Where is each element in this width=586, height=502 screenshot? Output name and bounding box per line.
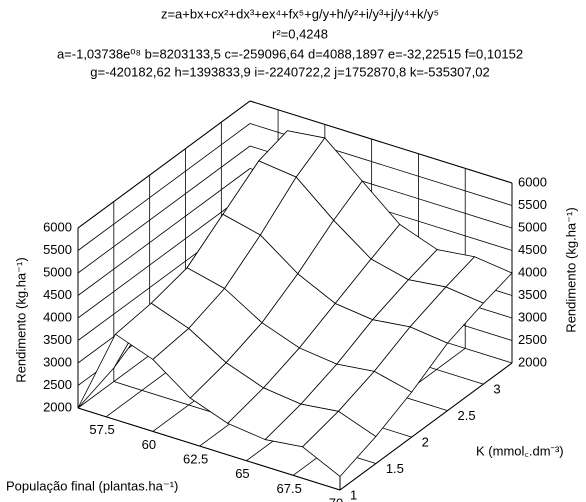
z-tick-label: 4500 <box>43 287 72 302</box>
z-tick-label: 2500 <box>518 332 547 347</box>
z-tick-label: 5000 <box>518 219 547 234</box>
y-tick-label: 3 <box>493 382 500 397</box>
x-tick-label: 65 <box>235 466 249 481</box>
z-tick-label: 3000 <box>518 309 547 324</box>
z-tick-label: 3500 <box>43 332 72 347</box>
z-tick-label: 6000 <box>518 174 547 189</box>
z-axis-label: Rendimento (kg.ha⁻¹) <box>13 257 28 382</box>
axis-line <box>77 407 341 491</box>
axis-line <box>249 100 513 184</box>
annotation: g=-420182,62 h=1393833,9 i=-2240722,2 j=… <box>90 64 489 79</box>
y-tick-label: 1 <box>350 487 357 502</box>
z-axis-label-right: Rendimento (kg.ha⁻¹) <box>563 207 578 332</box>
axis-line <box>77 100 251 229</box>
z-tick-label: 2500 <box>43 377 72 392</box>
z-tick-label: 4000 <box>43 309 72 324</box>
z-tick-label: 5500 <box>518 197 547 212</box>
y-tick-label: 2.5 <box>458 408 476 423</box>
z-tick-label: 4000 <box>518 264 547 279</box>
z-tick-label: 6000 <box>43 219 72 234</box>
z-tick-label: 3000 <box>43 354 72 369</box>
annotation: a=-1,03738e⁰⁸ b=8203133,5 c=-259096,64 d… <box>57 46 523 61</box>
y-tick-label: 2 <box>422 435 429 450</box>
x-tick-label: 70 <box>329 495 343 502</box>
y-tick-label: 1.5 <box>386 461 404 476</box>
chart-subtitle: r²=0,4248 <box>272 26 328 41</box>
z-tick-label: 5000 <box>43 264 72 279</box>
z-tick-label: 5500 <box>43 242 72 257</box>
x-tick-label: 57.5 <box>89 422 114 437</box>
z-tick-label: 3500 <box>518 287 547 302</box>
axis-line <box>339 362 513 491</box>
x-tick-label: 67.5 <box>277 481 302 496</box>
y-axis-label: K (mmol꜀.dm⁻³) <box>476 443 564 458</box>
z-tick-label: 2000 <box>43 399 72 414</box>
x-tick-label: 60 <box>142 437 156 452</box>
z-tick-label: 2000 <box>518 354 547 369</box>
x-tick-label: 62.5 <box>183 452 208 467</box>
x-axis-label: População final (plantas.ha⁻¹) <box>6 478 178 493</box>
surface-patch <box>301 410 377 478</box>
chart-title: z=a+bx+cx²+dx³+ex⁴+fx⁵+g/y+h/y²+i/y³+j/y… <box>161 6 439 21</box>
z-tick-label: 4500 <box>518 242 547 257</box>
